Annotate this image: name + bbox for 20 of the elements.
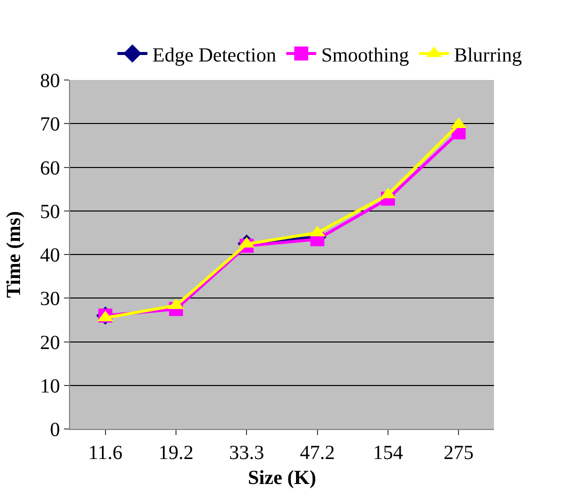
y-tick-label: 60: [40, 157, 60, 180]
x-tick-label: 19.2: [158, 442, 194, 464]
x-tick-label: 11.6: [88, 442, 122, 464]
y-tick-label: 10: [40, 375, 60, 398]
x-tick-label: 154: [373, 442, 403, 464]
x-axis-title: Size (K): [248, 467, 316, 489]
x-tick-label: 33.3: [229, 442, 264, 464]
y-tick-label: 30: [40, 288, 60, 310]
y-tick-label: 80: [40, 70, 60, 92]
legend-label: Smoothing: [321, 44, 410, 66]
x-tick-label: 275: [444, 442, 474, 464]
y-tick-label: 0: [50, 419, 60, 441]
y-tick-label: 40: [40, 244, 60, 266]
y-tick-label: 20: [40, 332, 60, 354]
y-tick-label: 70: [40, 114, 60, 136]
legend-label: Blurring: [454, 44, 522, 66]
y-axis-title: Time (ms): [3, 211, 25, 298]
legend-label: Edge Detection: [152, 44, 276, 66]
x-tick-label: 47.2: [300, 442, 335, 464]
y-tick-label: 50: [40, 200, 60, 223]
